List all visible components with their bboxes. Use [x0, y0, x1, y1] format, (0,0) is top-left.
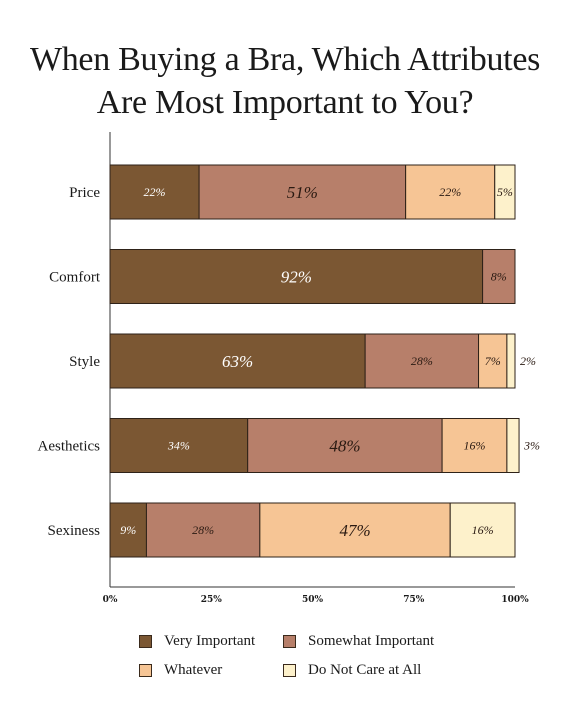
bar-segment-price-somewhat-important	[198, 164, 407, 220]
x-tick-label: 25%	[201, 595, 223, 605]
bar-segment-aesthetics-very-important	[109, 418, 249, 473]
category-label-aesthetics: Aesthetics	[38, 439, 101, 455]
bar-segment-price-very-important	[109, 164, 200, 220]
data-label-style-somewhat-important: 28%	[411, 354, 433, 368]
bar-segment-style-very-important	[109, 333, 366, 389]
category-label-style: Style	[69, 354, 100, 370]
data-label-aesthetics-whatever: 16%	[464, 439, 486, 453]
bar-segment-sexiness-whatever	[259, 502, 451, 558]
data-label-price-very-important: 22%	[144, 185, 166, 199]
data-label-aesthetics-very-important: 34%	[167, 439, 190, 453]
data-label-price-do-not-care-at-all: 5%	[497, 185, 513, 199]
data-label-comfort-somewhat-important: 8%	[491, 270, 507, 284]
data-label-sexiness-somewhat-important: 28%	[192, 523, 214, 537]
bar-segment-comfort-very-important	[109, 249, 484, 304]
data-label-sexiness-very-important: 9%	[120, 523, 136, 537]
data-label-sexiness-do-not-care-at-all: 16%	[472, 523, 494, 537]
x-tick-label: 50%	[302, 595, 324, 605]
bar-segment-aesthetics-do-not-care-at-all	[506, 418, 520, 473]
x-tick-label: 75%	[403, 595, 425, 605]
category-label-sexiness: Sexiness	[48, 523, 101, 539]
category-label-comfort: Comfort	[49, 270, 101, 286]
bar-segment-aesthetics-somewhat-important	[247, 418, 443, 473]
bar-segment-comfort-somewhat-important	[482, 249, 516, 304]
bar-segment-aesthetics-whatever	[441, 418, 508, 473]
bar-segment-sexiness-somewhat-important	[145, 502, 261, 558]
data-label-aesthetics-somewhat-important: 48%	[329, 437, 360, 456]
chart-title-line-2: Are Most Important to You?	[96, 84, 474, 121]
data-label-style-do-not-care-at-all: 2%	[520, 354, 536, 368]
data-label-style-whatever: 7%	[485, 354, 501, 368]
data-label-style-very-important: 63%	[222, 352, 253, 371]
bar-segment-sexiness-very-important	[109, 502, 147, 558]
data-label-sexiness-whatever: 47%	[339, 521, 370, 540]
chart-title: When Buying a Bra, Which Attributes Are …	[0, 38, 570, 124]
bar-segment-price-do-not-care-at-all	[494, 164, 516, 220]
chart-title-line-1: When Buying a Bra, Which Attributes	[29, 41, 541, 78]
bar-segment-sexiness-do-not-care-at-all	[449, 502, 516, 558]
x-tick-label: 100%	[501, 595, 529, 605]
bar-segment-style-do-not-care-at-all	[506, 333, 516, 389]
category-label-price: Price	[69, 185, 100, 201]
data-label-aesthetics-do-not-care-at-all: 3%	[523, 439, 540, 453]
data-label-price-whatever: 22%	[439, 185, 461, 199]
data-label-comfort-very-important: 92%	[281, 268, 312, 287]
data-label-price-somewhat-important: 51%	[287, 183, 318, 202]
bar-segment-style-somewhat-important	[364, 333, 480, 389]
x-tick-label: 0%	[103, 595, 118, 605]
